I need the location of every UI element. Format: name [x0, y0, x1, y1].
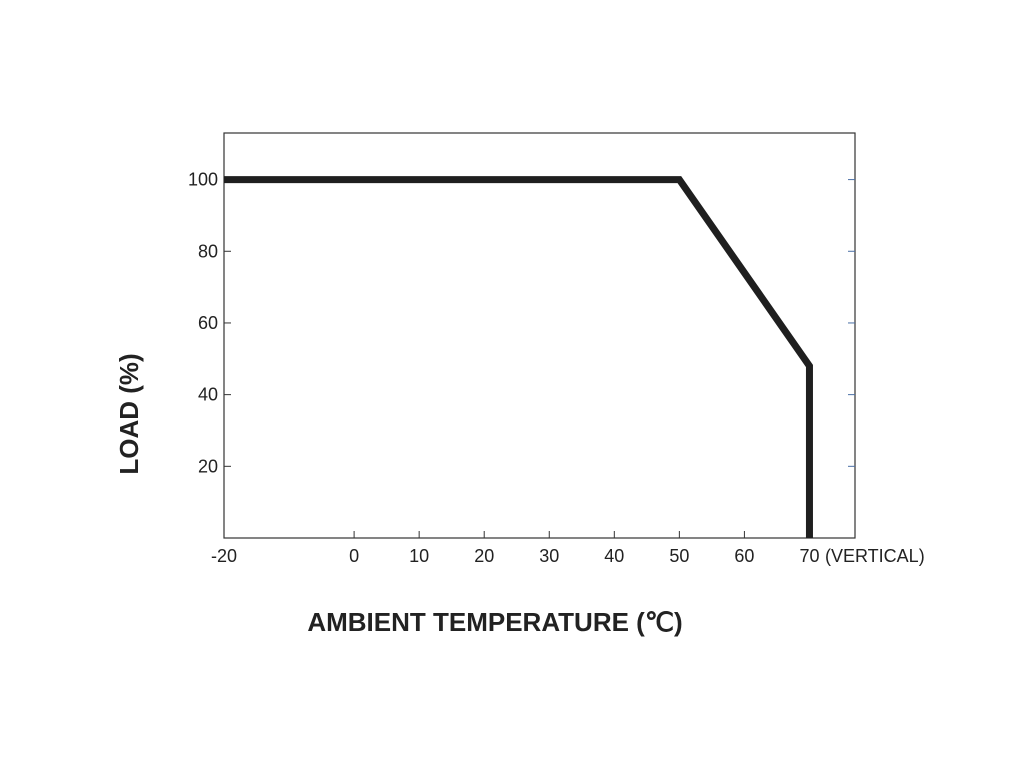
x-axis-ticks: -20 0 10 20 30 40 50 60 70 [211, 531, 819, 566]
x-axis-title: AMBIENT TEMPERATURE (℃) [307, 607, 682, 637]
y-tick-label: 60 [198, 313, 218, 333]
x-tick-label: 10 [409, 546, 429, 566]
y-axis-title: LOAD (%) [114, 353, 144, 474]
x-tick-label: 60 [734, 546, 754, 566]
y-tick-label: 80 [198, 241, 218, 261]
x-tick-label: 40 [604, 546, 624, 566]
y-tick-label: 20 [198, 456, 218, 476]
plot-frame [223, 132, 856, 539]
y-tick-label: 100 [188, 170, 218, 190]
x-tick-label: 70 [799, 546, 819, 566]
load-derating-line [224, 176, 813, 538]
x-tick-label: 20 [474, 546, 494, 566]
x-tick-label: 50 [669, 546, 689, 566]
x-tick-label: -20 [211, 546, 237, 566]
x-axis-suffix-label: (VERTICAL) [825, 546, 925, 566]
y-axis-ticks: 20 40 60 80 100 [188, 170, 855, 476]
x-tick-label: 0 [349, 546, 359, 566]
x-tick-label: 30 [539, 546, 559, 566]
y-tick-label: 40 [198, 385, 218, 405]
